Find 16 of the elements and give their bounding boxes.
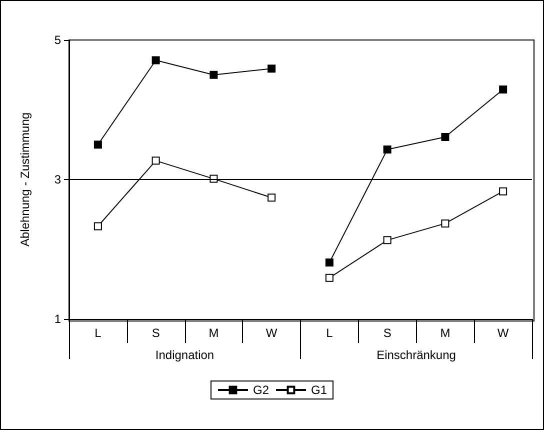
y-axis-title: Ablehnung - Zustimmung — [18, 112, 32, 247]
x-tick-label: W — [266, 326, 278, 340]
x-tick-label: S — [152, 326, 160, 340]
text: Indignation — [155, 348, 214, 362]
legend-label: G2 — [252, 383, 270, 397]
x-tick-label: L — [94, 326, 102, 340]
x-tick-label: M — [440, 326, 450, 340]
text: Einschränkung — [376, 348, 456, 362]
x-tick-label: W — [497, 326, 510, 340]
x-tick-label: M — [208, 326, 219, 340]
y-tick-label: 3 — [54, 172, 62, 186]
y-tick-label: 5 — [54, 33, 62, 47]
x-tick-label: L — [326, 326, 334, 340]
x-tick-label: S — [383, 326, 392, 340]
y-tick-label: 1 — [54, 312, 62, 326]
legend-label: G1 — [311, 383, 328, 397]
